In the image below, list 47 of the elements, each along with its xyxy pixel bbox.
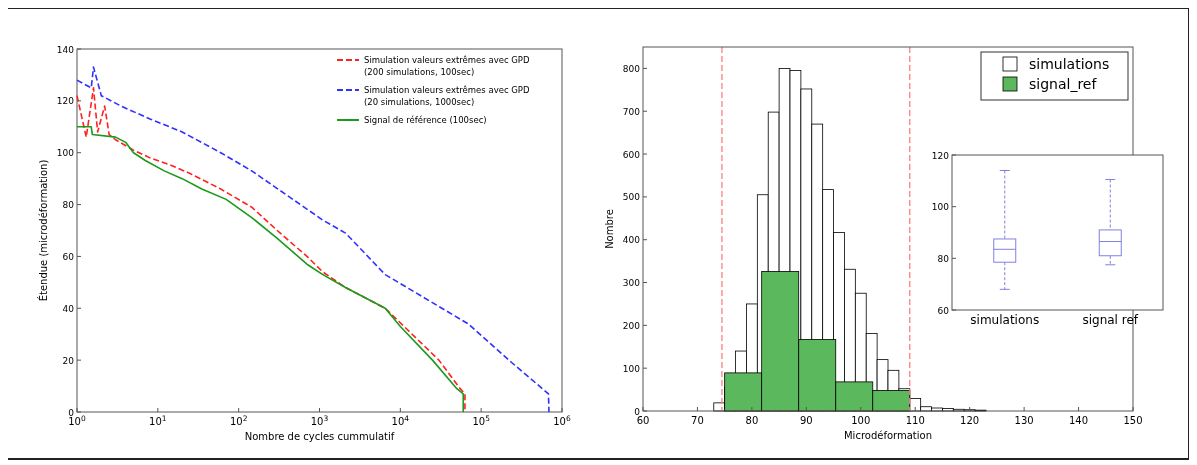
x-tick-label: 100 bbox=[851, 415, 871, 426]
x-tick-label: 10$^{3}$ bbox=[310, 413, 329, 427]
x-tick-label: signal ref bbox=[1082, 313, 1139, 327]
y-tick-label: 100 bbox=[56, 148, 75, 159]
y-tick-label: 600 bbox=[622, 149, 641, 160]
x-tick-label: 90 bbox=[799, 415, 813, 426]
x-tick-label: 70 bbox=[691, 415, 704, 426]
y-axis-title: Étendue (microdéformation) bbox=[37, 159, 49, 302]
legend-label: Simulation valeurs extrêmes avec GPD (20 simulations, 1000sec) bbox=[364, 85, 530, 107]
y-tick-label: 80 bbox=[937, 253, 950, 264]
x-tick-label: 80 bbox=[745, 415, 759, 426]
x-tick-label: 10$^{4}$ bbox=[391, 413, 410, 427]
y-tick-label: 100 bbox=[622, 363, 641, 374]
x-tick-label: 110 bbox=[905, 415, 925, 426]
x-tick-label: 130 bbox=[1014, 415, 1034, 426]
x-tick-label: 10$^{1}$ bbox=[149, 413, 167, 427]
y-tick-label: 0 bbox=[68, 407, 75, 418]
y-tick-label: 140 bbox=[56, 44, 75, 55]
y-tick-label: 700 bbox=[622, 106, 641, 117]
y-tick-label: 500 bbox=[622, 192, 641, 203]
legend-label: Signal de référence (100sec) bbox=[364, 115, 487, 125]
legend-label: Simulation valeurs extrêmes avec GPD (200 simulations, 100sec) bbox=[364, 55, 530, 77]
y-tick-label: 120 bbox=[931, 150, 950, 161]
x-tick-label: 10$^{2}$ bbox=[229, 413, 248, 427]
y-tick-label: 100 bbox=[931, 202, 950, 213]
x-tick-label: 150 bbox=[1123, 415, 1143, 426]
y-tick-label: 80 bbox=[62, 200, 75, 211]
y-tick-label: 60 bbox=[937, 305, 950, 316]
y-tick-label: 120 bbox=[56, 96, 75, 107]
x-axis-title: Nombre de cycles cummulatif bbox=[244, 431, 395, 442]
y-tick-label: 60 bbox=[62, 251, 75, 262]
y-tick-label: 200 bbox=[622, 320, 641, 331]
y-tick-label: 400 bbox=[622, 235, 641, 246]
x-axis-title: Microdéformation bbox=[843, 430, 933, 441]
y-tick-label: 40 bbox=[62, 303, 75, 314]
x-tick-label: 140 bbox=[1069, 415, 1089, 426]
y-tick-label: 20 bbox=[62, 355, 75, 366]
y-tick-label: 800 bbox=[622, 63, 641, 74]
y-tick-label: 0 bbox=[634, 406, 641, 417]
x-tick-label: 120 bbox=[960, 415, 980, 426]
y-tick-label: 300 bbox=[622, 278, 641, 289]
x-tick-label: 10$^{6}$ bbox=[553, 413, 571, 427]
y-axis-title: Nombre bbox=[604, 209, 615, 249]
x-tick-label: 10$^{5}$ bbox=[472, 413, 491, 427]
legend-label: signal_ref bbox=[1029, 76, 1098, 92]
x-tick-label: 60 bbox=[636, 415, 650, 426]
legend-label: simulations bbox=[1029, 56, 1110, 72]
